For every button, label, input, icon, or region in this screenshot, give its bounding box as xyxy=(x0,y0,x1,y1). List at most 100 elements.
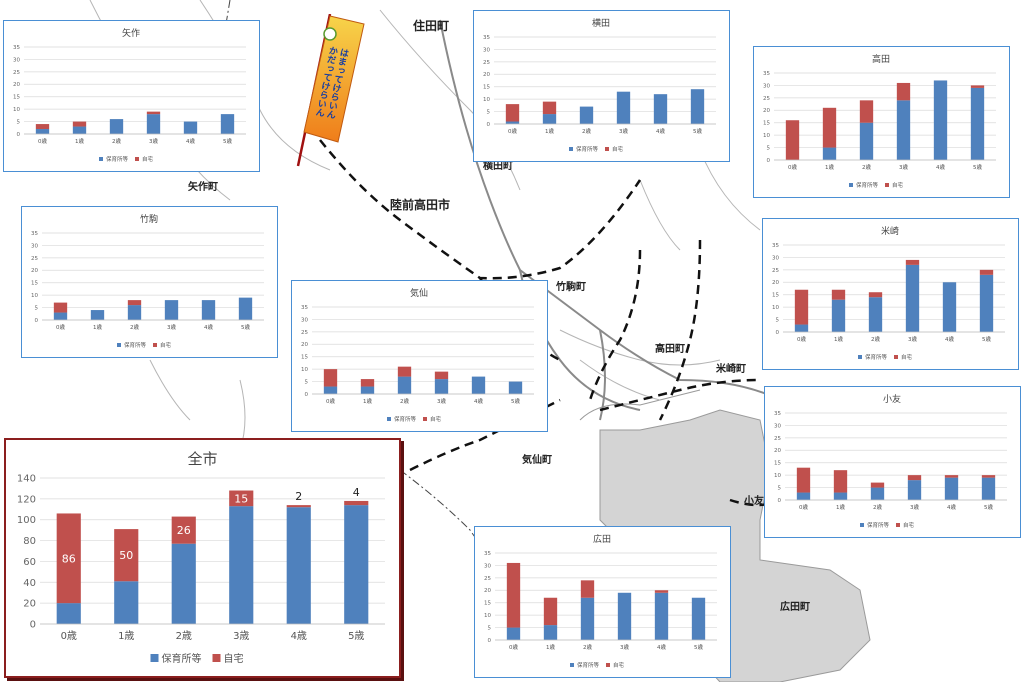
bar-home xyxy=(868,292,883,298)
bar-home xyxy=(905,259,920,265)
y-tick-label: 25 xyxy=(763,96,770,102)
bar-nursery xyxy=(506,627,521,640)
bar-home xyxy=(785,120,800,160)
bar-home xyxy=(72,121,87,127)
legend-swatch-home xyxy=(423,417,427,421)
y-tick-label: 10 xyxy=(763,133,770,139)
y-tick-label: 20 xyxy=(301,342,308,348)
town-label-yonesaki: 米崎町 xyxy=(716,364,746,375)
legend-label-home: 自宅 xyxy=(430,415,442,423)
chart-title: 竹駒 xyxy=(140,213,158,225)
bar-nursery xyxy=(471,376,486,394)
y-tick-label: 35 xyxy=(484,551,491,557)
bar-nursery xyxy=(35,129,50,134)
y-tick-label: 0 xyxy=(30,620,36,631)
bar-nursery xyxy=(617,592,632,640)
x-tick-label: 0歳 xyxy=(38,137,47,145)
y-tick-label: 0 xyxy=(767,158,771,164)
data-label: 26 xyxy=(177,524,191,537)
mascot-icon xyxy=(323,27,337,41)
legend-swatch-nursery xyxy=(570,663,574,667)
y-tick-label: 10 xyxy=(774,473,781,479)
bar-home xyxy=(859,100,874,123)
bar-nursery xyxy=(653,94,668,124)
y-tick-label: 5 xyxy=(776,317,780,323)
bar-nursery xyxy=(360,386,375,394)
bar-nursery xyxy=(970,87,985,160)
y-tick-label: 0 xyxy=(488,638,492,644)
y-tick-label: 140 xyxy=(17,474,36,485)
x-tick-label: 2歳 xyxy=(871,335,880,343)
x-tick-label: 1歳 xyxy=(834,335,843,343)
bar-home xyxy=(654,590,669,593)
bar-home xyxy=(580,580,595,598)
bar-home xyxy=(397,366,412,377)
bar-nursery xyxy=(579,106,594,124)
y-tick-label: 25 xyxy=(772,268,779,274)
bar-nursery xyxy=(616,91,631,124)
x-tick-label: 3歳 xyxy=(619,127,628,135)
legend-label-home: 自宅 xyxy=(142,155,154,163)
bar-nursery xyxy=(933,80,948,160)
bar-home xyxy=(543,597,558,626)
x-tick-label: 1歳 xyxy=(836,503,845,511)
y-tick-label: 15 xyxy=(301,355,308,361)
chart-yonesaki: 米崎 0 5 10 15 20 25 30 35 0歳 1歳 2歳 3歳 4歳 5歳 保育所等 自宅 xyxy=(762,218,1019,370)
x-tick-label: 3歳 xyxy=(167,323,176,331)
town-label-hirota: 広田町 xyxy=(780,602,810,613)
legend-swatch-home xyxy=(605,147,609,151)
data-label: 50 xyxy=(119,549,133,562)
chart-kesen: 気仙 0 5 10 15 20 25 30 35 0歳 1歳 2歳 3歳 4歳 5歳 保育所等 自宅 xyxy=(291,280,548,432)
y-tick-label: 30 xyxy=(31,243,38,249)
chart-title: 小友 xyxy=(883,393,901,405)
x-tick-label: 4歳 xyxy=(657,643,666,651)
legend-label-home: 自宅 xyxy=(224,652,244,665)
y-tick-label: 35 xyxy=(13,45,20,51)
x-tick-label: 4歳 xyxy=(474,397,483,405)
bar-home xyxy=(870,482,885,488)
y-tick-label: 35 xyxy=(301,305,308,311)
legend-label-home: 自宅 xyxy=(613,661,625,669)
bar-nursery xyxy=(344,505,369,624)
y-tick-label: 20 xyxy=(483,72,490,78)
legend-label-nursery: 保育所等 xyxy=(576,145,599,153)
legend-swatch-home xyxy=(135,157,139,161)
y-tick-label: 30 xyxy=(301,317,308,323)
bar-nursery xyxy=(580,597,595,640)
x-tick-label: 4歳 xyxy=(204,323,213,331)
chart-yokota: 横田 0 5 10 15 20 25 30 35 0歳 1歳 2歳 3歳 4歳 5歳 保育所等 自宅 xyxy=(473,10,730,162)
x-tick-label: 5歳 xyxy=(982,335,991,343)
bar-nursery xyxy=(72,126,87,134)
bar-nursery xyxy=(508,381,523,394)
town-label-takata: 高田町 xyxy=(655,344,685,355)
y-tick-label: 15 xyxy=(484,601,491,607)
bar-nursery xyxy=(822,147,837,160)
legend-label-nursery: 保育所等 xyxy=(106,155,129,163)
y-tick-label: 80 xyxy=(23,536,36,547)
legend-swatch-home xyxy=(896,523,900,527)
town-label-rikuzentakata: 陸前高田市 xyxy=(390,198,451,212)
town-label-otomo: 小友 xyxy=(744,496,764,507)
x-tick-label: 0歳 xyxy=(788,163,797,171)
chart-takata: 高田 0 5 10 15 20 25 30 35 0歳 1歳 2歳 3歳 4歳 5歳 保育所等 自宅 xyxy=(753,46,1010,198)
chart-title: 矢作 xyxy=(122,27,140,39)
y-tick-label: 30 xyxy=(484,563,491,569)
bar-nursery xyxy=(691,597,706,640)
y-tick-label: 5 xyxy=(778,485,782,491)
bar-nursery xyxy=(870,487,885,500)
y-tick-label: 10 xyxy=(772,305,779,311)
y-tick-label: 25 xyxy=(31,256,38,262)
y-tick-label: 30 xyxy=(774,423,781,429)
legend-label-nursery: 保育所等 xyxy=(577,661,600,669)
y-tick-label: 0 xyxy=(35,318,39,324)
y-tick-label: 0 xyxy=(17,132,21,138)
bar-home xyxy=(286,505,311,508)
legend-label-home: 自宅 xyxy=(892,181,904,189)
y-tick-label: 20 xyxy=(13,82,20,88)
x-tick-label: 0歳 xyxy=(508,127,517,135)
chart-otomo: 小友 0 5 10 15 20 25 30 35 0歳 1歳 2歳 3歳 4歳 5歳 保育所等 自宅 xyxy=(764,386,1021,538)
y-tick-label: 15 xyxy=(13,95,20,101)
y-tick-label: 35 xyxy=(483,35,490,41)
y-tick-label: 10 xyxy=(13,107,20,113)
